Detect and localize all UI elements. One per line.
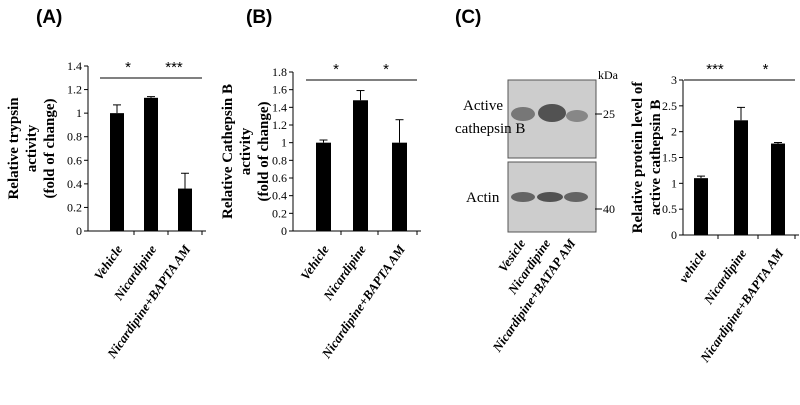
bar: [734, 120, 748, 235]
band-label-cathepsin: cathepsin B: [455, 121, 525, 137]
blot-band-actin-3: [564, 192, 588, 202]
y-tick-label: 1.2: [272, 118, 287, 132]
y-tick-label: 1: [671, 176, 677, 190]
bar: [110, 113, 124, 231]
chart-cathepsin-activity: 0 0.2 0.4 0.6 0.8 1 1.2 1.4 1.6 1.8 Relative Cathe…: [220, 61, 421, 362]
y-tick-label: 0.8: [67, 130, 82, 144]
bar: [178, 188, 192, 231]
band-label-active: Active: [463, 98, 503, 114]
chart-trypsin: 0 0.2 0.4 0.6 0.8 1 1.2 1.4 Relative trypsin acti…: [6, 59, 206, 362]
significance-label: ***: [706, 61, 724, 78]
y-axis-label: (fold of change): [256, 102, 272, 202]
y-tick-label: 2: [671, 125, 677, 139]
blot-band-actin-1: [511, 192, 535, 202]
bar: [144, 97, 158, 231]
marker-25-label: 25: [603, 107, 615, 121]
y-tick-label: 0.4: [67, 177, 82, 191]
y-tick-label: 0: [281, 224, 287, 238]
y-tick-label: 0.8: [272, 153, 287, 167]
blot-band-active-2: [538, 104, 566, 122]
y-axis-label: (fold of change): [42, 99, 58, 199]
bar: [771, 143, 785, 235]
bar: [694, 178, 708, 235]
y-tick-label: 3: [671, 73, 677, 87]
marker-40-label: 40: [603, 202, 615, 216]
y-tick-label: 1: [281, 136, 287, 150]
y-axis-label: Relative Cathepsin B: [220, 84, 236, 219]
y-tick-label: 0.2: [67, 200, 82, 214]
bar: [353, 100, 368, 232]
category-label: Vehicle: [91, 242, 126, 283]
kda-label: kDa: [598, 68, 619, 82]
y-axis-label: active cathepsin B: [648, 100, 664, 216]
significance-label: *: [125, 59, 131, 76]
y-axis-label: activity: [238, 127, 254, 175]
y-axis-label: Relative protein level of: [630, 81, 646, 234]
panel-c-letter: (C): [455, 7, 481, 28]
y-tick-label: 0.5: [662, 202, 677, 216]
bar: [316, 142, 331, 231]
y-tick-label: 1.4: [272, 100, 287, 114]
y-tick-label: 0.6: [272, 171, 287, 185]
significance-label: *: [383, 61, 389, 78]
y-tick-label: 1.5: [662, 151, 677, 165]
y-tick-label: 1.8: [272, 65, 287, 79]
y-tick-label: 1.6: [272, 83, 287, 97]
category-label: Vehicle: [297, 242, 332, 283]
y-tick-label: 0.6: [67, 153, 82, 167]
category-label: vehicle: [676, 246, 710, 286]
band-label-actin: Actin: [466, 190, 500, 206]
blot-band-active-3: [566, 110, 588, 122]
y-tick-label: 2.5: [662, 99, 677, 113]
panel-b-letter: (B): [246, 7, 272, 28]
y-tick-label: 0.4: [272, 189, 287, 203]
y-axis-label: activity: [24, 124, 40, 172]
y-tick-label: 0: [76, 224, 82, 238]
blot-band-actin-2: [537, 192, 563, 202]
panel-a-letter: (A): [36, 7, 62, 28]
western-blot: Active cathepsin B Actin kDa 25 40 Vesic…: [455, 68, 619, 355]
significance-label: *: [763, 61, 769, 78]
y-tick-label: 0: [671, 228, 677, 242]
blot-band-active-1: [511, 107, 535, 121]
y-tick-label: 0.2: [272, 206, 287, 220]
bar: [392, 142, 407, 231]
y-tick-label: 1.4: [67, 59, 82, 73]
y-tick-label: 1.2: [67, 83, 82, 97]
y-axis-label: Relative trypsin: [6, 97, 22, 200]
significance-label: *: [333, 61, 339, 78]
y-tick-label: 1: [76, 106, 82, 120]
significance-label: ***: [165, 59, 183, 76]
chart-protein-level: 0 0.5 1 1.5 2 2.5 3 Relative protein level of ac…: [630, 61, 799, 366]
